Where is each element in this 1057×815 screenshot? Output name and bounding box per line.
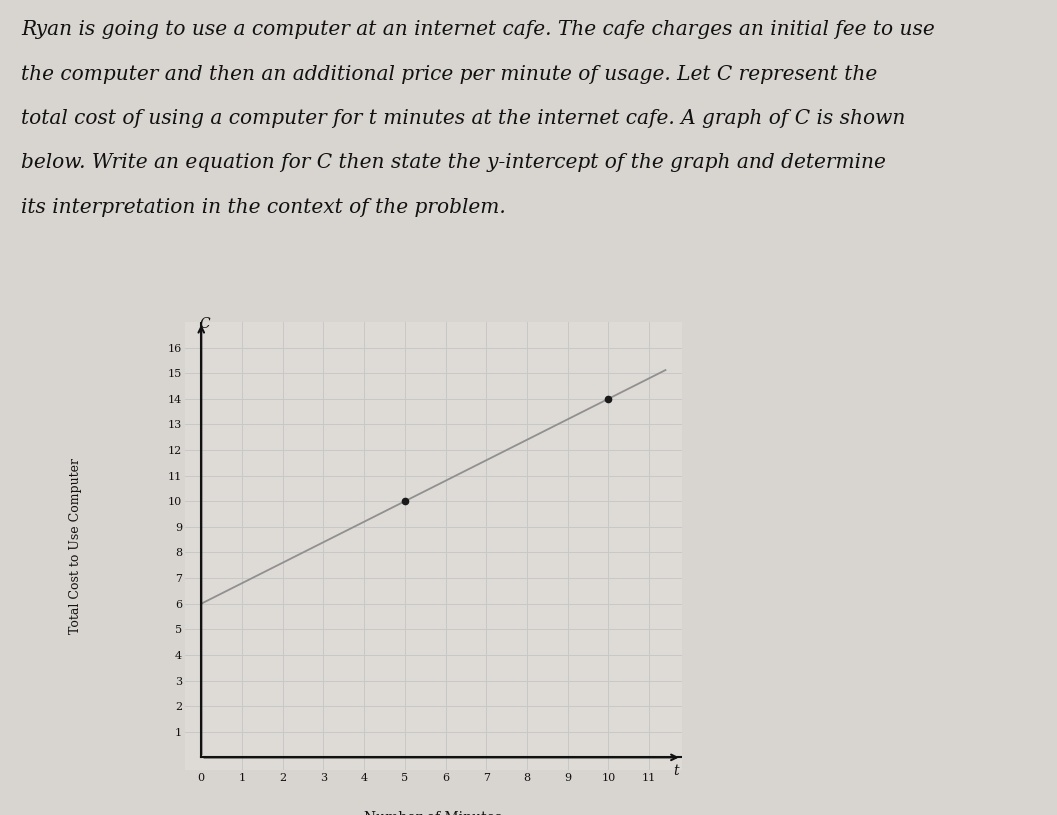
- Text: Number of Minutes: Number of Minutes: [365, 810, 502, 815]
- Text: Ryan is going to use a computer at an internet cafe. The cafe charges an initial: Ryan is going to use a computer at an in…: [21, 20, 934, 39]
- Text: C: C: [199, 317, 210, 331]
- Text: total cost of using a computer for t minutes at the internet cafe. A graph of C : total cost of using a computer for t min…: [21, 109, 905, 128]
- Text: Total Cost to Use Computer: Total Cost to Use Computer: [69, 458, 82, 634]
- Text: its interpretation in the context of the problem.: its interpretation in the context of the…: [21, 198, 505, 217]
- Text: t: t: [673, 764, 679, 778]
- Text: below. Write an equation for C then state the y-intercept of the graph and deter: below. Write an equation for C then stat…: [21, 153, 886, 173]
- Text: the computer and then an additional price per minute of usage. Let C represent t: the computer and then an additional pric…: [21, 64, 877, 84]
